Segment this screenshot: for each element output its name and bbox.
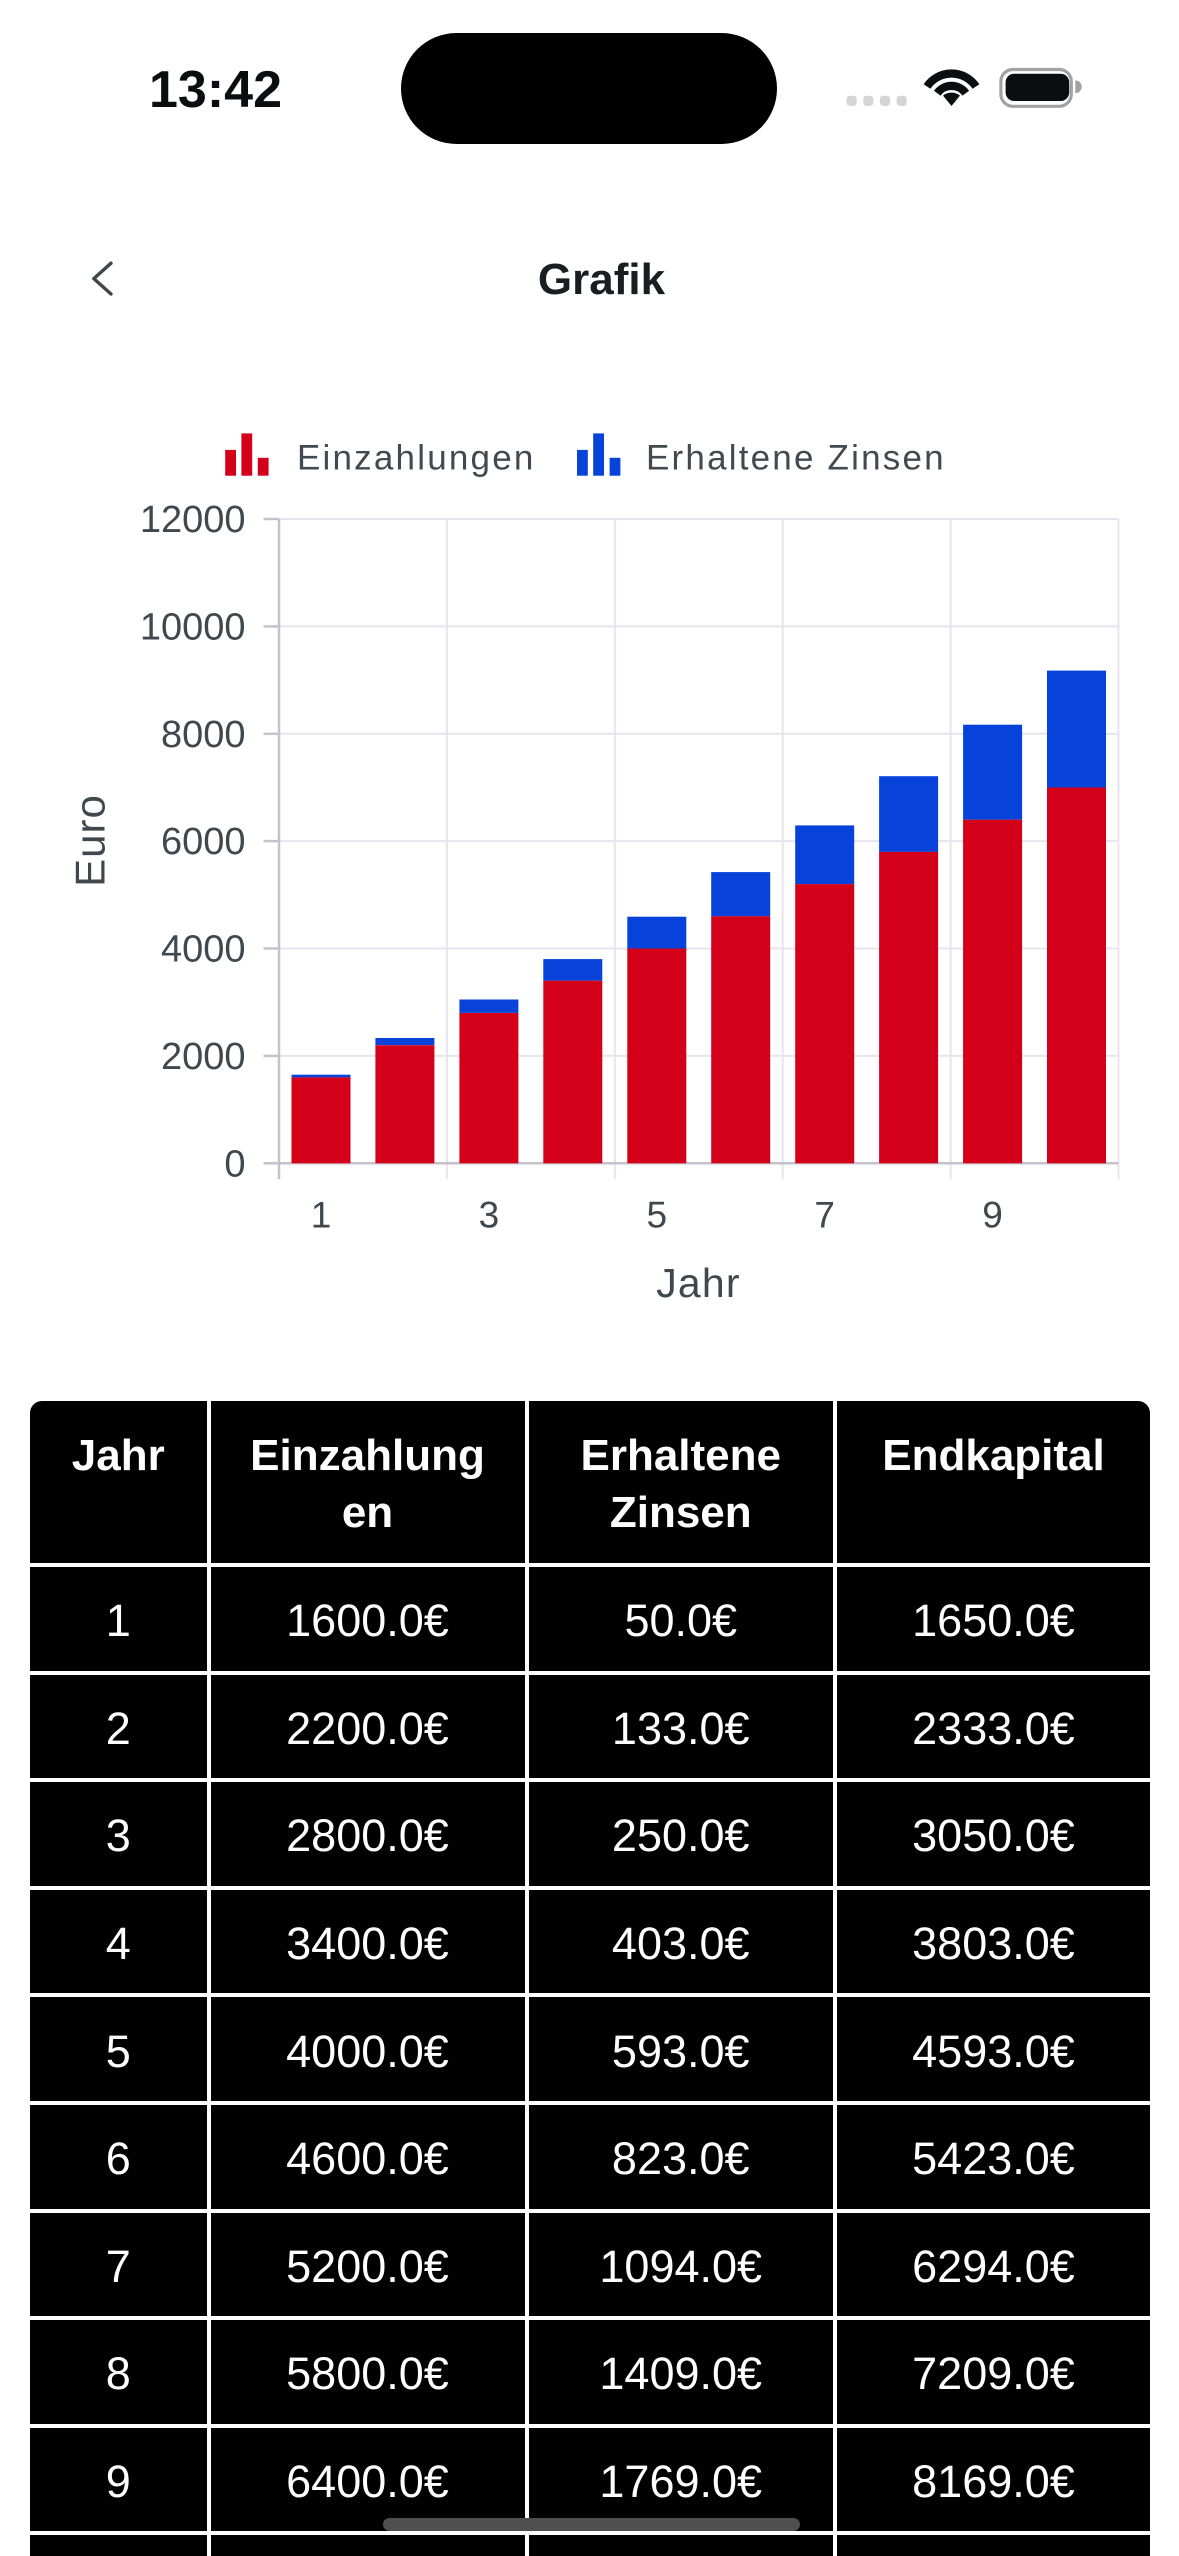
svg-text:Erhaltene Zinsen: Erhaltene Zinsen — [646, 439, 946, 478]
svg-text:12000: 12000 — [140, 499, 246, 541]
svg-text:13:42: 13:42 — [149, 61, 282, 119]
svg-text:7: 7 — [814, 1195, 835, 1236]
svg-text:3: 3 — [479, 1195, 500, 1236]
svg-text:Euro: Euro — [67, 794, 114, 887]
svg-text:1: 1 — [311, 1195, 332, 1236]
svg-text:4000: 4000 — [161, 929, 246, 971]
svg-text:8000: 8000 — [161, 714, 246, 756]
svg-text:Einzahlungen: Einzahlungen — [297, 439, 536, 478]
svg-text:2000: 2000 — [161, 1036, 246, 1078]
svg-text:10000: 10000 — [140, 606, 246, 648]
svg-text:Grafik: Grafik — [538, 255, 666, 304]
svg-text:9: 9 — [982, 1195, 1003, 1236]
svg-text:Jahr: Jahr — [656, 1260, 741, 1306]
svg-text:5: 5 — [647, 1195, 668, 1236]
svg-text:6000: 6000 — [161, 821, 246, 863]
svg-text:0: 0 — [224, 1143, 245, 1185]
